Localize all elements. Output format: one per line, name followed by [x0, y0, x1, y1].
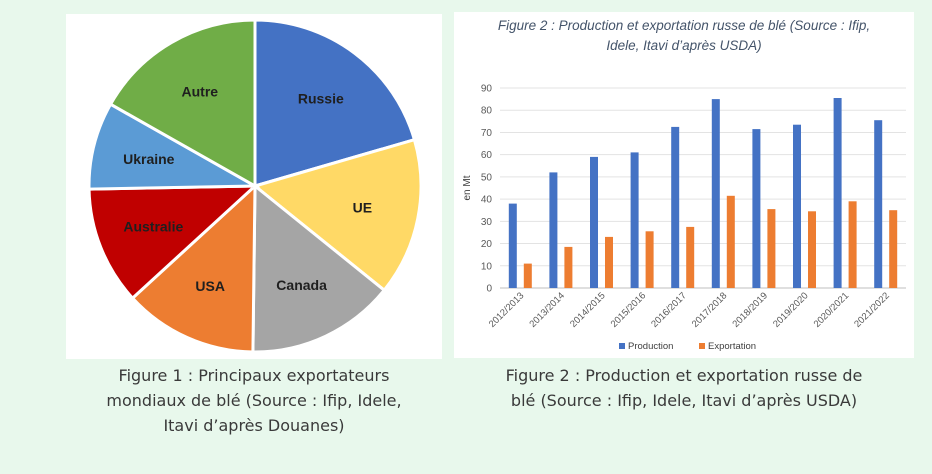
- bar-exportation-2012/2013: [523, 263, 532, 288]
- pie-label-usa: USA: [195, 278, 225, 294]
- bar-production-2015/2016: [630, 152, 639, 288]
- y-tick-label: 70: [481, 128, 493, 139]
- x-tick-label: 2012/2013: [487, 290, 527, 330]
- figure1-caption: Figure 1 : Principaux exportateurs mondi…: [66, 363, 442, 438]
- pie-slice-ue: [251, 137, 423, 293]
- bar-production-2019/2020: [793, 124, 801, 288]
- pie-chart: Russie UE Canada USA Australie Ukraine Autre: [87, 18, 423, 354]
- y-tick-label: 80: [481, 106, 493, 117]
- figure1-caption-line-1: Figure 1 : Principaux exportateurs: [118, 366, 390, 385]
- x-tick-label: 2019/2020: [771, 290, 811, 330]
- bar-chart: 0 10 20 30 40 50 60 70 80 90 en Mt 2012/2013 2013/20…: [462, 84, 906, 352]
- pie-slice-usa: [130, 182, 257, 354]
- pie-slice-autre: [108, 18, 257, 189]
- bar-exportation-2017/2018: [726, 195, 735, 288]
- x-tick-label: 2016/2017: [649, 290, 689, 330]
- figure2-title-line-2: Idele, Itavi d’après USDA): [606, 38, 762, 53]
- figure2-title-line-1: Figure 2 : Production et exportation rus…: [497, 18, 871, 33]
- x-tick-label: 2021/2022: [852, 290, 892, 330]
- pie-label-autre: Autre: [182, 83, 219, 99]
- figure2-title: Figure 2 : Production et exportation rus…: [454, 16, 914, 56]
- figure2-caption: Figure 2 : Production et exportation rus…: [454, 363, 914, 413]
- pie-label-ue: UE: [353, 200, 372, 216]
- bar-exportation-2018/2019: [767, 209, 776, 288]
- x-tick-label: 2020/2021: [812, 290, 852, 330]
- y-tick-label: 40: [481, 195, 493, 206]
- bar-production-2017/2018: [711, 99, 720, 288]
- bar-production-2012/2013: [508, 203, 517, 288]
- bar-production-2020/2021: [833, 98, 842, 288]
- bar-production-2014/2015: [590, 156, 598, 288]
- legend-swatch-exportation: [699, 343, 705, 349]
- pie-slice-australie: [87, 184, 259, 301]
- y-tick-label: 10: [481, 261, 493, 272]
- pie-label-ukraine: Ukraine: [123, 151, 175, 167]
- bar-exportation-2014/2015: [605, 236, 613, 288]
- legend-label-exportation: Exportation: [708, 341, 756, 352]
- y-tick-label: 60: [481, 150, 493, 161]
- bar-production-2021/2022: [874, 120, 883, 288]
- pie-slice-canada: [251, 182, 387, 354]
- figure2-caption-line-1: Figure 2 : Production et exportation rus…: [505, 366, 863, 385]
- figure1-panel: Russie UE Canada USA Australie Ukraine Autre: [66, 14, 442, 359]
- bar-exportation-2019/2020: [808, 211, 816, 288]
- figure1-caption-line-3: Itavi d’après Douanes): [163, 416, 345, 435]
- x-tick-label: 2013/2014: [527, 290, 567, 330]
- y-tick-label: 90: [481, 84, 493, 95]
- legend-label-production: Production: [628, 341, 673, 352]
- bar-production-2018/2019: [752, 129, 761, 288]
- y-tick-label: 20: [481, 239, 493, 250]
- y-axis-label: en Mt: [462, 175, 473, 200]
- pie-label-russie: Russie: [298, 90, 344, 106]
- pie-slice-russie: [253, 18, 417, 188]
- figure1-caption-line-2: mondiaux de blé (Source : Ifip, Idele,: [106, 391, 402, 410]
- bar-exportation-2016/2017: [686, 226, 695, 288]
- figure2-caption-line-2: blé (Source : Ifip, Idele, Itavi d’après…: [510, 391, 858, 410]
- figure2-panel: Figure 2 : Production et exportation rus…: [454, 12, 914, 358]
- bar-production-2016/2017: [671, 126, 680, 289]
- pie-label-canada: Canada: [276, 277, 327, 293]
- y-tick-label: 50: [481, 172, 493, 183]
- bar-exportation-2013/2014: [564, 246, 573, 288]
- x-tick-label: 2015/2016: [609, 290, 649, 330]
- pie-label-australie: Australie: [123, 219, 183, 235]
- bar-exportation-2021/2022: [889, 210, 898, 288]
- bar-production-2013/2014: [549, 172, 558, 288]
- x-tick-label: 2014/2015: [568, 290, 608, 330]
- bar-exportation-2020/2021: [848, 201, 857, 288]
- x-tick-label: 2018/2019: [730, 290, 770, 330]
- y-tick-label: 30: [481, 217, 493, 228]
- y-tick-label: 0: [486, 284, 492, 295]
- bar-exportation-2015/2016: [645, 231, 654, 288]
- pie-slice-ukraine: [87, 102, 261, 191]
- legend-swatch-production: [619, 343, 625, 349]
- x-tick-label: 2017/2018: [690, 290, 730, 330]
